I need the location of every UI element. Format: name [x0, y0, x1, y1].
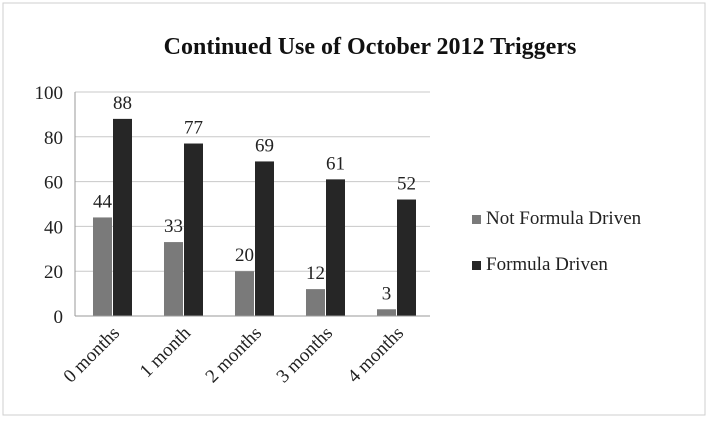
bar-formula-driven [326, 179, 345, 316]
data-label: 52 [397, 174, 416, 195]
legend-entry: Not Formula Driven [486, 208, 642, 229]
y-tick-label: 20 [44, 262, 63, 283]
bars [93, 118, 416, 316]
data-label: 77 [184, 118, 203, 139]
y-tick-label: 80 [44, 128, 63, 149]
data-label: 69 [255, 135, 274, 156]
legend-swatch [472, 215, 481, 224]
bar-formula-driven [397, 199, 416, 316]
bar-not-formula-driven [164, 242, 183, 316]
y-tick-label: 60 [44, 173, 63, 194]
y-tick-label: 40 [44, 217, 63, 238]
bar-not-formula-driven [377, 309, 396, 316]
data-label: 88 [113, 93, 132, 114]
data-label: 33 [164, 216, 183, 237]
legend-entry: Formula Driven [486, 254, 608, 275]
bar-not-formula-driven [306, 289, 325, 316]
data-label: 12 [306, 263, 325, 284]
legend-swatch [472, 261, 481, 270]
data-label: 44 [93, 191, 113, 212]
y-tick-label: 0 [54, 307, 64, 328]
y-axis: 0 20 40 60 80 100 [35, 83, 76, 328]
y-tick-label: 100 [35, 83, 64, 104]
data-label: 61 [326, 153, 345, 174]
legend: Not Formula Driven Formula Driven [472, 208, 642, 275]
data-label: 20 [235, 245, 254, 266]
bar-formula-driven [255, 161, 274, 316]
data-labels: 44 33 20 12 3 88 77 69 61 52 [93, 93, 416, 304]
data-label: 3 [382, 283, 392, 304]
bar-not-formula-driven [235, 271, 254, 316]
bar-not-formula-driven [93, 217, 112, 316]
bar-formula-driven [184, 143, 203, 316]
chart-title: Continued Use of October 2012 Triggers [164, 34, 577, 60]
bar-formula-driven [113, 118, 132, 316]
